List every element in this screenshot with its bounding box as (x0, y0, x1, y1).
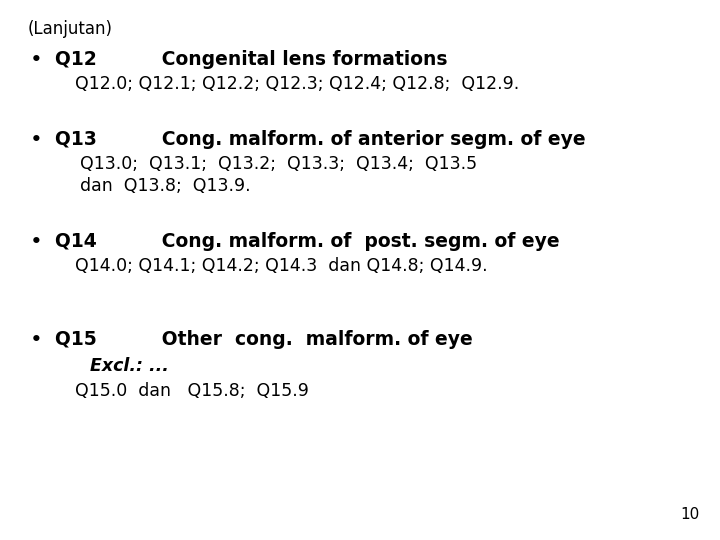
Text: Q14          Cong. malform. of  post. segm. of eye: Q14 Cong. malform. of post. segm. of eye (55, 232, 559, 251)
Text: •: • (30, 50, 42, 70)
Text: Q14.0; Q14.1; Q14.2; Q14.3  dan Q14.8; Q14.9.: Q14.0; Q14.1; Q14.2; Q14.3 dan Q14.8; Q1… (75, 257, 487, 275)
Text: •: • (30, 232, 42, 252)
Text: Q12          Congenital lens formations: Q12 Congenital lens formations (55, 50, 448, 69)
Text: •: • (30, 130, 42, 150)
Text: dan  Q13.8;  Q13.9.: dan Q13.8; Q13.9. (80, 177, 251, 195)
Text: Excl.: ...: Excl.: ... (90, 357, 169, 375)
Text: (Lanjutan): (Lanjutan) (28, 20, 113, 38)
Text: Q13          Cong. malform. of anterior segm. of eye: Q13 Cong. malform. of anterior segm. of … (55, 130, 585, 149)
Text: Q15.0  dan   Q15.8;  Q15.9: Q15.0 dan Q15.8; Q15.9 (75, 382, 309, 400)
Text: Q13.0;  Q13.1;  Q13.2;  Q13.3;  Q13.4;  Q13.5: Q13.0; Q13.1; Q13.2; Q13.3; Q13.4; Q13.5 (80, 155, 477, 173)
Text: •: • (30, 330, 42, 350)
Text: 10: 10 (680, 507, 700, 522)
Text: Q12.0; Q12.1; Q12.2; Q12.3; Q12.4; Q12.8;  Q12.9.: Q12.0; Q12.1; Q12.2; Q12.3; Q12.4; Q12.8… (75, 75, 519, 93)
Text: Q15          Other  cong.  malform. of eye: Q15 Other cong. malform. of eye (55, 330, 473, 349)
